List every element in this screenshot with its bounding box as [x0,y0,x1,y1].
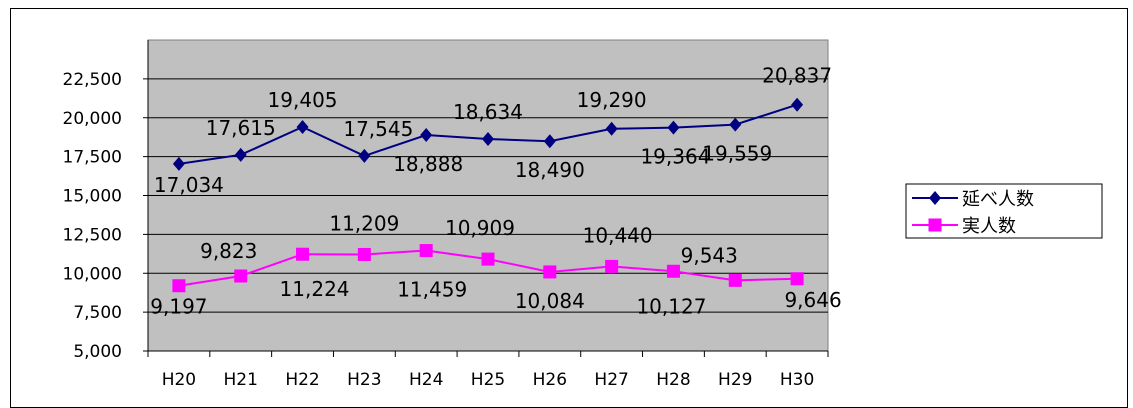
data-label: 17,545 [343,117,413,141]
legend-square-marker [928,218,942,232]
legend-diamond-marker [929,191,941,205]
y-tick-label: 7,500 [73,303,122,323]
data-label: 9,197 [150,295,207,319]
data-label: 18,490 [515,158,585,182]
legend-label: 延べ人数 [962,189,1034,210]
diamond-marker [358,148,371,163]
y-tick-label: 5,000 [73,342,122,362]
data-label: 19,290 [577,88,647,112]
data-label: 18,888 [393,152,463,176]
x-tick-label: H30 [780,370,814,390]
data-label: 11,209 [329,211,399,235]
data-label: 18,634 [453,100,523,124]
x-tick-label: H24 [409,370,443,390]
data-label: 19,405 [268,88,338,112]
diamond-marker [234,147,247,162]
square-marker [790,272,804,286]
data-label: 10,440 [583,223,653,247]
y-tick-label: 17,500 [63,148,122,168]
data-label: 19,559 [702,142,772,166]
square-marker [296,247,310,261]
data-label: 9,543 [681,243,738,267]
legend-label: 実人数 [962,216,1016,237]
x-tick-label: H26 [533,370,567,390]
x-tick-label: H20 [162,370,196,390]
diamond-marker [729,117,742,132]
data-label: 17,615 [206,116,276,140]
square-marker [666,264,680,278]
square-marker [357,247,371,261]
data-label: 20,837 [762,64,832,88]
data-label: 10,909 [445,216,515,240]
x-axis: H20 H21 H22 H23 H24 H25 H26 H27 H28 H29 H30 [147,350,829,390]
y-tick-label: 10,000 [63,264,122,284]
y-tick-label: 20,000 [63,109,122,129]
square-marker [605,259,619,273]
x-tick-label: H29 [718,370,752,390]
square-marker [234,269,248,283]
x-tick-label: H28 [656,370,690,390]
square-marker [172,279,186,293]
x-tick-label: H22 [285,370,319,390]
data-label: 17,034 [154,173,224,197]
x-tick-label: H27 [594,370,628,390]
diamond-marker [172,156,185,171]
y-tick-label: 15,000 [63,187,122,207]
y-axis: 5,000 7,500 10,000 12,500 15,000 17,500 20,000… [63,40,149,362]
line-chart: 5,000 7,500 10,000 12,500 15,000 17,500 20,000… [63,39,1103,390]
y-tick-label: 12,500 [63,225,122,245]
square-marker [481,252,495,266]
diamond-marker [791,97,804,112]
x-tick-label: H21 [224,370,258,390]
diamond-marker [543,134,556,149]
data-label: 11,224 [280,277,350,301]
data-label: 9,823 [200,239,257,263]
square-marker [728,273,742,287]
x-tick-label: H25 [471,370,505,390]
diamond-marker [605,121,618,136]
series-group [172,97,804,293]
x-tick-label: H23 [347,370,381,390]
square-marker [419,244,433,258]
diamond-marker [482,131,494,146]
diamond-marker [667,120,680,135]
data-label: 10,084 [515,289,585,313]
grid-lines [148,78,828,352]
data-label: 19,364 [640,145,710,169]
square-marker [543,265,557,279]
y-tick-label: 22,500 [63,70,122,90]
data-label: 10,127 [636,294,706,318]
data-label: 9,646 [784,288,841,312]
diamond-marker [420,128,433,143]
diamond-marker [296,120,309,135]
data-label: 11,459 [397,278,467,302]
